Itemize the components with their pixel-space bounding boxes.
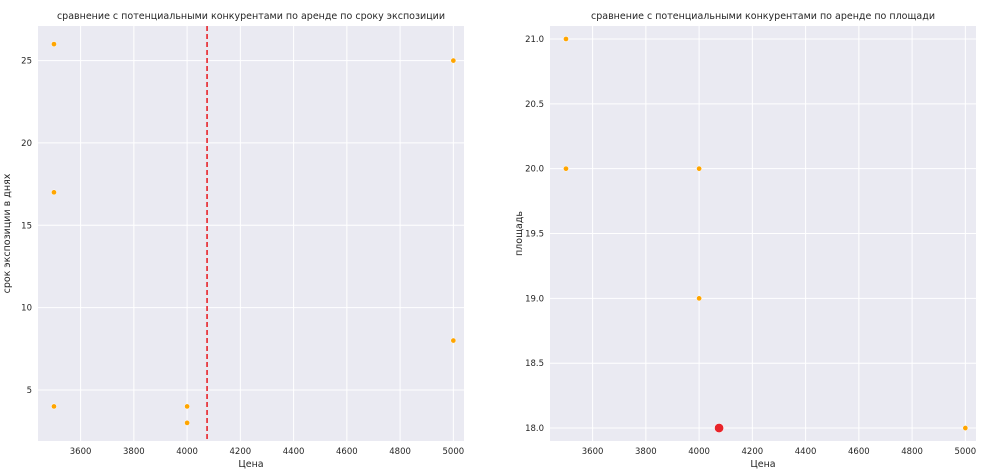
chart-title: сравнение с потенциальными конкурентами … xyxy=(591,11,935,22)
data-point xyxy=(184,403,190,410)
y-tick-label: 15 xyxy=(21,221,32,231)
data-point xyxy=(450,57,457,64)
data-point xyxy=(450,337,457,344)
data-point xyxy=(51,403,57,410)
x-tick-label: 3600 xyxy=(70,447,92,457)
x-tick-label: 4400 xyxy=(795,447,817,457)
y-tick-label: 18.5 xyxy=(525,359,544,369)
y-tick-label: 20.0 xyxy=(525,165,544,175)
y-axis-label: площадь xyxy=(514,211,525,256)
y-tick-label: 5 xyxy=(27,386,32,396)
data-point xyxy=(563,36,569,42)
data-point xyxy=(696,295,702,302)
x-tick-label: 5000 xyxy=(443,447,465,457)
highlight-point xyxy=(714,423,724,433)
chart-panel-2: 3600 3800 4000 4200 4400 4600 4800 5000 18.0 18.5… xyxy=(514,11,976,470)
y-tick-label: 18.0 xyxy=(525,424,544,434)
x-tick-label: 4000 xyxy=(176,447,198,457)
x-tick-label: 3600 xyxy=(582,447,604,457)
x-tick-label: 4000 xyxy=(688,447,710,457)
data-point xyxy=(563,165,569,172)
y-tick-label: 10 xyxy=(21,304,32,314)
y-tick-label: 25 xyxy=(21,57,32,67)
y-tick-label: 19.0 xyxy=(525,294,544,304)
x-tick-label: 4200 xyxy=(742,447,764,457)
chart-title: сравнение с потенциальными конкурентами … xyxy=(57,11,445,22)
y-tick-label: 20.5 xyxy=(525,100,544,110)
x-axis-label: Цена xyxy=(750,459,775,470)
data-point xyxy=(51,189,57,196)
y-tick-label: 21.0 xyxy=(525,35,544,45)
x-tick-label: 4600 xyxy=(848,447,870,457)
x-tick-label: 4800 xyxy=(389,447,411,457)
data-point xyxy=(184,420,190,426)
y-tick-label: 19.5 xyxy=(525,230,544,240)
chart-panel-1: 3600 3800 4000 4200 4400 4600 4800 5000 5 10 15 20 2… xyxy=(2,11,464,470)
x-tick-label: 4800 xyxy=(901,447,923,457)
plot-area xyxy=(38,26,464,441)
data-point xyxy=(51,41,57,47)
x-tick-label: 4200 xyxy=(230,447,252,457)
x-tick-label: 3800 xyxy=(123,447,145,457)
x-tick-label: 4400 xyxy=(283,447,305,457)
x-tick-label: 5000 xyxy=(955,447,977,457)
x-axis-label: Цена xyxy=(238,459,263,470)
x-tick-label: 4600 xyxy=(336,447,358,457)
y-axis-label: срок экспозиции в днях xyxy=(2,173,13,293)
data-point xyxy=(962,425,969,431)
x-tick-label: 3800 xyxy=(635,447,657,457)
y-tick-label: 20 xyxy=(21,139,32,149)
data-point xyxy=(696,165,702,172)
